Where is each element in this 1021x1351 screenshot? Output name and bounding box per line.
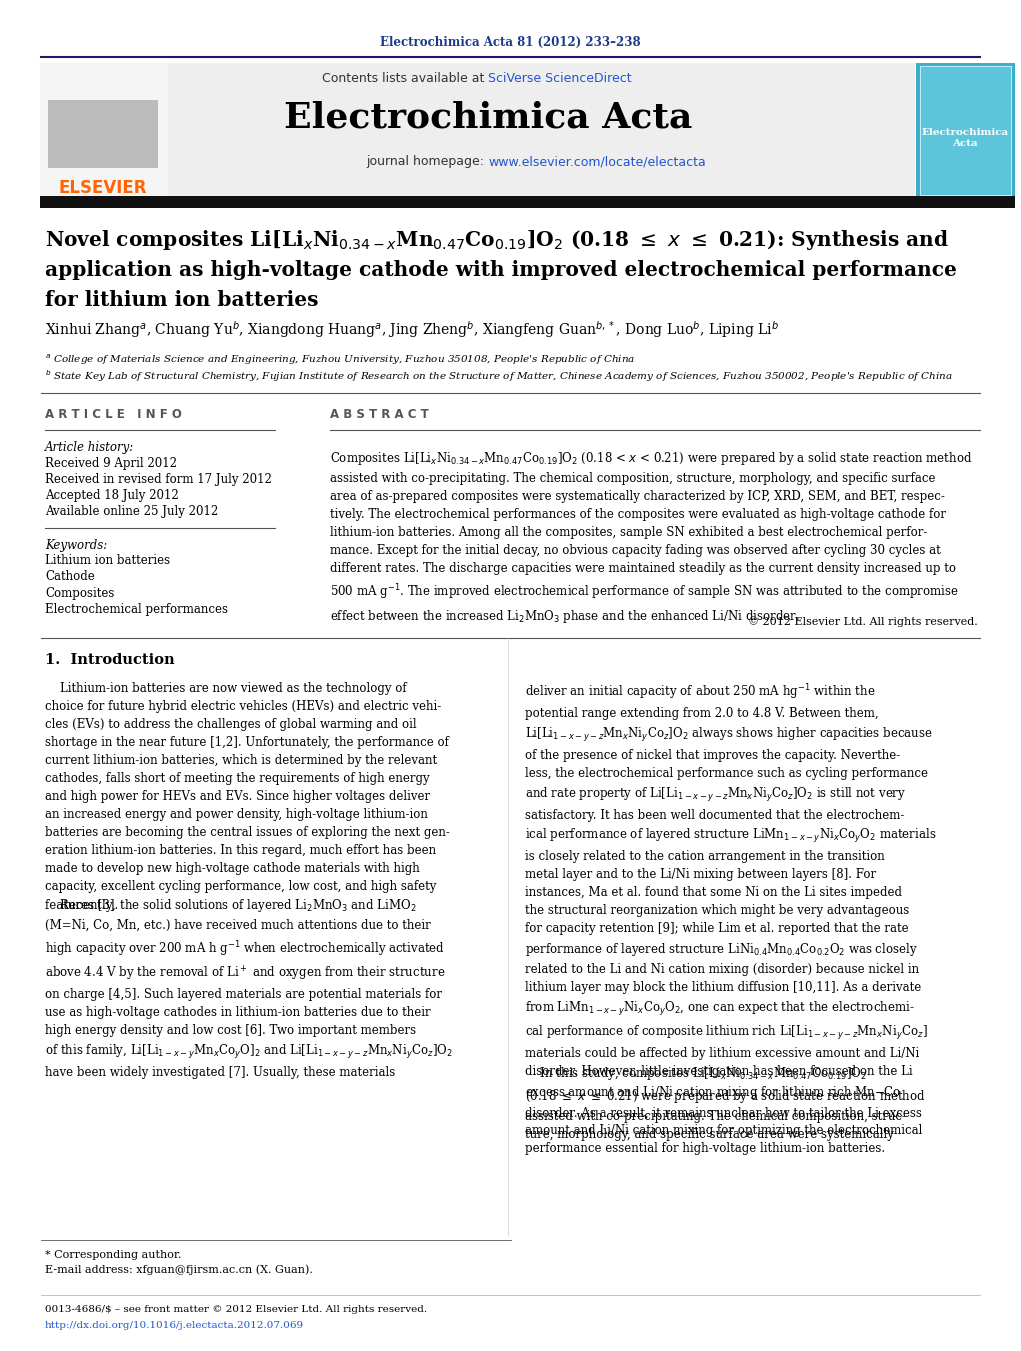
Text: Contents lists available at: Contents lists available at [322, 72, 488, 85]
Text: Xinhui Zhang$^a$, Chuang Yu$^b$, Xiangdong Huang$^a$, Jing Zheng$^b$, Xiangfeng : Xinhui Zhang$^a$, Chuang Yu$^b$, Xiangdo… [45, 320, 779, 340]
Text: Lithium-ion batteries are now viewed as the technology of
choice for future hybr: Lithium-ion batteries are now viewed as … [45, 682, 450, 911]
Text: Accepted 18 July 2012: Accepted 18 July 2012 [45, 489, 179, 503]
Text: 1.  Introduction: 1. Introduction [45, 653, 175, 667]
Text: Received in revised form 17 July 2012: Received in revised form 17 July 2012 [45, 473, 272, 486]
Text: $^a$ College of Materials Science and Engineering, Fuzhou University, Fuzhou 350: $^a$ College of Materials Science and En… [45, 353, 635, 367]
Text: © 2012 Elsevier Ltd. All rights reserved.: © 2012 Elsevier Ltd. All rights reserved… [748, 616, 978, 627]
Text: Article history:: Article history: [45, 442, 134, 454]
Text: Electrochimica
Acta: Electrochimica Acta [921, 128, 1009, 147]
Bar [40, 196, 1015, 208]
Text: E-mail address: xfguan@fjirsm.ac.cn (X. Guan).: E-mail address: xfguan@fjirsm.ac.cn (X. … [45, 1265, 312, 1275]
Text: Electrochemical performances: Electrochemical performances [45, 603, 228, 616]
Text: A R T I C L E   I N F O: A R T I C L E I N F O [45, 408, 182, 422]
Text: SciVerse ScienceDirect: SciVerse ScienceDirect [488, 72, 632, 85]
Text: Composites Li[Li$_x$Ni$_{0.34-x}$Mn$_{0.47}$Co$_{0.19}$]O$_2$ (0.18 < $x$ < 0.21: Composites Li[Li$_x$Ni$_{0.34-x}$Mn$_{0.… [330, 450, 972, 624]
Text: Keywords:: Keywords: [45, 539, 107, 551]
FancyBboxPatch shape [40, 63, 168, 199]
Text: journal homepage:: journal homepage: [366, 155, 488, 169]
Text: Novel composites Li[Li$_x$Ni$_{0.34-x}$Mn$_{0.47}$Co$_{0.19}$]O$_2$ (0.18 $\leq$: Novel composites Li[Li$_x$Ni$_{0.34-x}$M… [45, 228, 949, 253]
Text: for lithium ion batteries: for lithium ion batteries [45, 290, 319, 309]
Text: * Corresponding author.: * Corresponding author. [45, 1250, 182, 1260]
Bar [48, 100, 158, 168]
FancyBboxPatch shape [40, 63, 915, 199]
Text: Composites: Composites [45, 586, 114, 600]
Text: $^b$ State Key Lab of Structural Chemistry, Fujian Institute of Research on the : $^b$ State Key Lab of Structural Chemist… [45, 367, 953, 384]
Text: http://dx.doi.org/10.1016/j.electacta.2012.07.069: http://dx.doi.org/10.1016/j.electacta.20… [45, 1320, 304, 1329]
Text: Lithium ion batteries: Lithium ion batteries [45, 554, 171, 567]
FancyBboxPatch shape [920, 66, 1011, 195]
Text: www.elsevier.com/locate/electacta: www.elsevier.com/locate/electacta [488, 155, 706, 169]
Text: 0013-4686/$ – see front matter © 2012 Elsevier Ltd. All rights reserved.: 0013-4686/$ – see front matter © 2012 El… [45, 1305, 427, 1315]
Text: Electrochimica Acta 81 (2012) 233–238: Electrochimica Acta 81 (2012) 233–238 [380, 35, 640, 49]
Text: Received 9 April 2012: Received 9 April 2012 [45, 458, 177, 470]
Text: In this study, composites Li[Li$_x$Ni$_{0.34-x}$Mn$_{0.47}$Co$_{0.19}$]O$_2$
(0.: In this study, composites Li[Li$_x$Ni$_{… [525, 1065, 926, 1142]
Text: A B S T R A C T: A B S T R A C T [330, 408, 429, 422]
FancyBboxPatch shape [916, 63, 1015, 199]
Text: ELSEVIER: ELSEVIER [59, 178, 147, 197]
Text: Available online 25 July 2012: Available online 25 July 2012 [45, 505, 218, 519]
Text: application as high-voltage cathode with improved electrochemical performance: application as high-voltage cathode with… [45, 259, 957, 280]
Text: Recently, the solid solutions of layered Li$_2$MnO$_3$ and LiMO$_2$
(M=Ni, Co, M: Recently, the solid solutions of layered… [45, 897, 453, 1079]
Text: Cathode: Cathode [45, 570, 95, 584]
Text: deliver an initial capacity of about 250 mA hg$^{-1}$ within the
potential range: deliver an initial capacity of about 250… [525, 682, 936, 1155]
Text: Electrochimica Acta: Electrochimica Acta [284, 101, 692, 135]
